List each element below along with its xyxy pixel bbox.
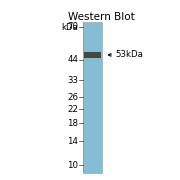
Text: 10: 10 [67, 161, 78, 170]
Text: 26: 26 [67, 93, 78, 102]
Text: Western Blot: Western Blot [68, 12, 135, 22]
Bar [83, 22, 84, 173]
Text: 14: 14 [67, 137, 78, 146]
Text: 44: 44 [67, 55, 78, 64]
Text: 70: 70 [67, 22, 78, 31]
Text: 22: 22 [67, 105, 78, 114]
Text: 53kDa: 53kDa [115, 50, 143, 59]
Text: 33: 33 [67, 76, 78, 85]
Text: kDa: kDa [61, 23, 78, 32]
Bar [83, 22, 102, 173]
Text: 18: 18 [67, 119, 78, 128]
